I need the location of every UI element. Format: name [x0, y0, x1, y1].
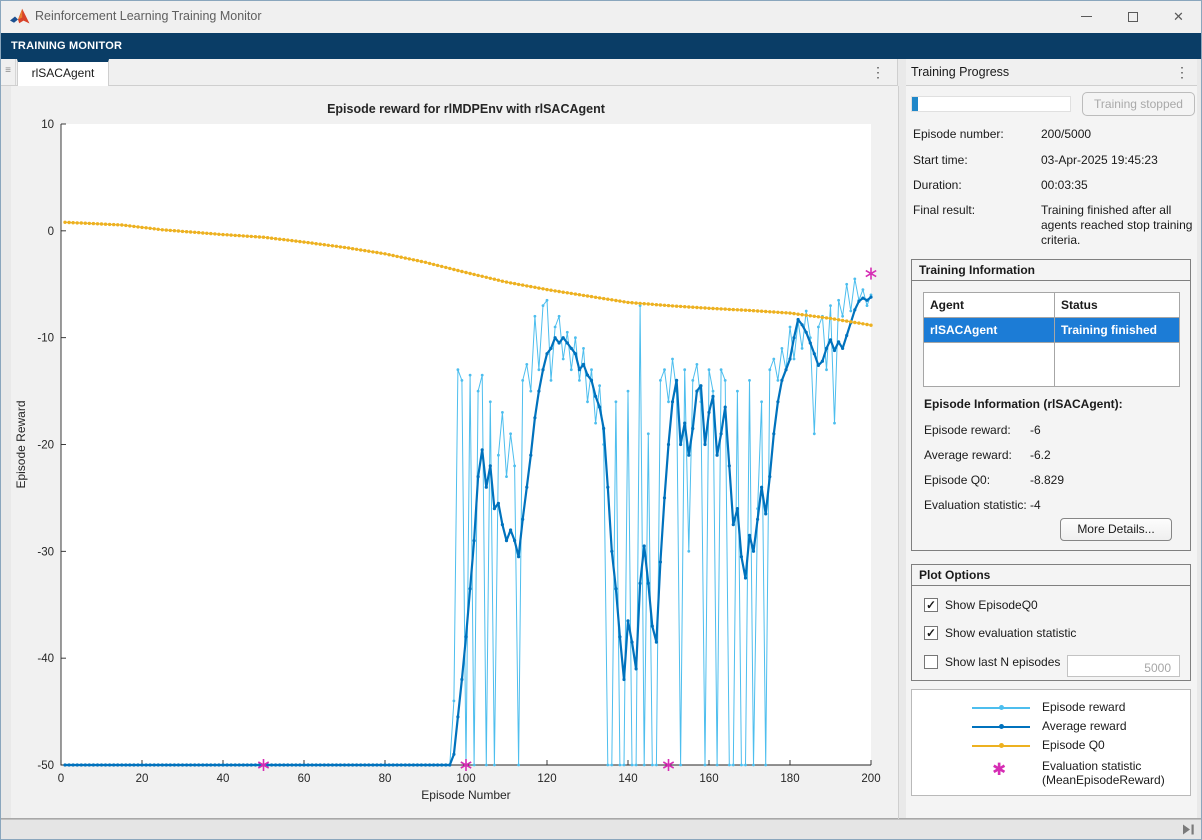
legend-box: Episode reward Average reward Episode Q0… — [911, 689, 1191, 796]
training-information-section: Training Information Agent Status rlSACA… — [911, 259, 1191, 551]
stat-value: -6.2 — [1030, 448, 1051, 462]
svg-text:Episode Number: Episode Number — [421, 788, 510, 802]
training-progress-header: Training Progress ⋮ — [906, 59, 1197, 86]
legend-label: Evaluation statistic (MeanEpisodeReward) — [1042, 759, 1165, 787]
training-plot: Episode reward for rlMDPEnv with rlSACAg… — [11, 86, 898, 823]
tab-options-kebab-icon[interactable]: ⋮ — [871, 65, 885, 79]
checkbox-label: Show EpisodeQ0 — [945, 598, 1038, 612]
svg-text:20: 20 — [136, 773, 149, 785]
stat-value: -4 — [1030, 498, 1041, 512]
stat-value: -6 — [1030, 423, 1041, 437]
legend-label: Episode Q0 — [1042, 738, 1105, 752]
stat-value: -8.829 — [1030, 473, 1064, 487]
asterisk-marker-icon: ✱ — [992, 760, 1006, 780]
tab-rlsacagent[interactable]: rlSACAgent — [17, 59, 109, 86]
matlab-logo-icon — [10, 8, 30, 26]
plot-options-section: Plot Options ✓ Show EpisodeQ0 ✓ Show eva… — [911, 564, 1191, 681]
progress-fill — [912, 97, 918, 111]
field-value: 03-Apr-2025 19:45:23 — [1041, 153, 1193, 168]
dot-marker-icon — [999, 743, 1004, 748]
stat-label: Episode reward: — [924, 423, 1011, 437]
stat-label: Average reward: — [924, 448, 1012, 462]
svg-text:80: 80 — [379, 773, 392, 785]
svg-text:100: 100 — [456, 773, 475, 785]
checkbox-label: Show last N episodes — [945, 655, 1060, 669]
svg-text:160: 160 — [699, 773, 718, 785]
dot-marker-icon — [999, 724, 1004, 729]
status-strip — [1, 819, 1202, 839]
legend-entry[interactable]: ✱ Evaluation statistic (MeanEpisodeRewar… — [912, 758, 1190, 777]
panel-options-kebab-icon[interactable]: ⋮ — [1175, 65, 1189, 79]
plot-options-title: Plot Options — [912, 565, 1190, 586]
maximize-icon — [1128, 12, 1138, 22]
svg-text:-50: -50 — [37, 760, 54, 772]
window-title: Reinforcement Learning Training Monitor — [35, 9, 262, 23]
close-icon: ✕ — [1173, 9, 1184, 25]
table-row-agent[interactable]: rlSACAgent Training finished — [924, 318, 1180, 343]
grip-icon[interactable]: ≡ — [1, 59, 16, 85]
agent-cell: rlSACAgent — [924, 318, 1055, 343]
title-bar: Reinforcement Learning Training Monitor … — [1, 1, 1201, 33]
field-value: Training finished after all agents reach… — [1041, 203, 1193, 248]
svg-text:10: 10 — [41, 119, 54, 131]
field-label: Episode number: — [913, 127, 1004, 141]
stat-label: Evaluation statistic: — [924, 498, 1027, 512]
checkbox-label: Show evaluation statistic — [945, 626, 1076, 640]
training-plot-panel: Episode reward for rlMDPEnv with rlSACAg… — [11, 86, 898, 818]
ribbon-tab-training-monitor[interactable]: TRAINING MONITOR — [11, 40, 122, 52]
training-progress-panel: Training stopped Episode number: 200/500… — [906, 86, 1197, 818]
training-information-title: Training Information — [912, 260, 1190, 281]
svg-text:200: 200 — [861, 773, 880, 785]
episode-information-title: Episode Information (rlSACAgent): — [924, 397, 1123, 411]
svg-text:Episode reward for rlMDPEnv wi: Episode reward for rlMDPEnv with rlSACAg… — [327, 102, 606, 116]
legend-label: Episode reward — [1042, 700, 1125, 714]
field-label: Duration: — [913, 178, 962, 192]
checkbox-checked[interactable]: ✓ — [924, 598, 938, 612]
close-button[interactable]: ✕ — [1156, 1, 1201, 32]
field-label: Start time: — [913, 153, 968, 167]
field-label: Final result: — [913, 203, 975, 217]
svg-text:0: 0 — [48, 226, 54, 238]
svg-text:Episode Reward: Episode Reward — [14, 400, 28, 488]
dot-marker-icon — [999, 705, 1004, 710]
checkbox-checked[interactable]: ✓ — [924, 626, 938, 640]
svg-text:0: 0 — [58, 773, 64, 785]
svg-text:-10: -10 — [37, 333, 54, 345]
minimize-button[interactable] — [1064, 1, 1109, 32]
last-n-episodes-input[interactable] — [1067, 655, 1180, 677]
agent-column-header: Agent — [924, 293, 1055, 318]
table-empty-row — [924, 343, 1180, 387]
panel-divider — [898, 86, 899, 819]
app-window: Reinforcement Learning Training Monitor … — [0, 0, 1202, 840]
field-value: 00:03:35 — [1041, 178, 1193, 193]
legend-entry[interactable]: Episode reward — [912, 699, 1190, 718]
svg-text:-20: -20 — [37, 440, 54, 452]
checkbox-unchecked[interactable] — [924, 655, 938, 669]
svg-text:40: 40 — [217, 773, 230, 785]
right-panel-title: Training Progress — [911, 65, 1009, 79]
document-tab-strip: ≡ rlSACAgent ⋮ — [1, 59, 898, 86]
svg-text:120: 120 — [537, 773, 556, 785]
more-details-button[interactable]: More Details... — [1060, 518, 1172, 541]
minimize-icon — [1081, 16, 1092, 17]
legend-entry[interactable]: Episode Q0 — [912, 737, 1190, 756]
legend-label: Average reward — [1042, 719, 1127, 733]
svg-text:140: 140 — [618, 773, 637, 785]
status-column-header: Status — [1055, 293, 1180, 318]
legend-entry[interactable]: Average reward — [912, 718, 1190, 737]
training-progress-bar — [911, 96, 1071, 112]
stat-label: Episode Q0: — [924, 473, 990, 487]
svg-text:-40: -40 — [37, 653, 54, 665]
svg-text:-30: -30 — [37, 546, 54, 558]
maximize-button[interactable] — [1110, 1, 1155, 32]
field-value: 200/5000 — [1041, 127, 1193, 142]
content-area: Episode reward for rlMDPEnv with rlSACAg… — [1, 86, 1202, 819]
svg-text:180: 180 — [780, 773, 799, 785]
status-cell: Training finished — [1055, 318, 1180, 343]
svg-text:60: 60 — [298, 773, 311, 785]
training-stopped-button[interactable]: Training stopped — [1082, 92, 1195, 116]
skip-to-end-icon[interactable] — [1183, 824, 1195, 835]
agent-status-table[interactable]: Agent Status rlSACAgent Training finishe… — [923, 292, 1180, 387]
toolstrip-ribbon: TRAINING MONITOR — [1, 33, 1201, 59]
